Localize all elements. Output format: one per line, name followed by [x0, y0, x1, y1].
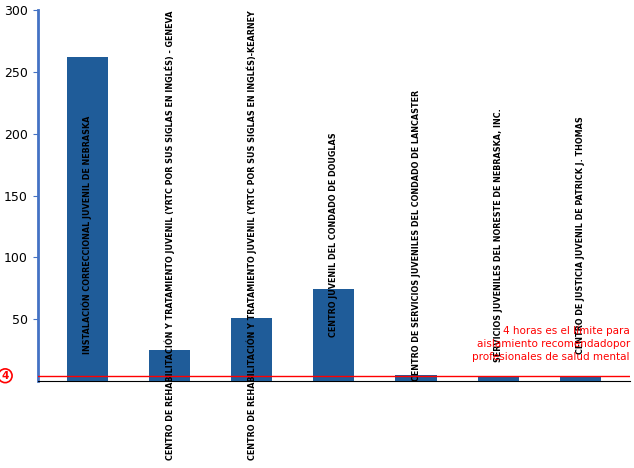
Text: SERVICIOS JUVENILES DEL NORESTE DE NEBRASKA, INC.: SERVICIOS JUVENILES DEL NORESTE DE NEBRA…: [494, 108, 503, 362]
Bar: [149, 350, 190, 380]
Text: CENTRO DE JUSTICIA JUVENIL DE PATRICK J. THOMAS: CENTRO DE JUSTICIA JUVENIL DE PATRICK J.…: [576, 116, 585, 354]
Text: INSTALACIÓN CORRECCIONAL JUVENIL DE NEBRASKA: INSTALACIÓN CORRECCIONAL JUVENIL DE NEBR…: [82, 116, 93, 354]
Text: 4: 4: [1, 371, 9, 381]
Text: CENTRO JUVENIL DEL CONDADO DE DOUGLAS: CENTRO JUVENIL DEL CONDADO DE DOUGLAS: [329, 133, 339, 337]
Bar: [396, 374, 437, 380]
Bar: [313, 289, 354, 380]
Bar: [477, 377, 519, 380]
Text: CENTRO DE SERVICIOS JUVENILES DEL CONDADO DE LANCASTER: CENTRO DE SERVICIOS JUVENILES DEL CONDAD…: [411, 89, 420, 380]
Text: 4 horas es el límite para
aislamiento recomendadopor
profesionales de salud ment: 4 horas es el límite para aislamiento re…: [472, 325, 630, 362]
Bar: [560, 377, 601, 380]
Text: CENTRO DE REHABILITACIÓN Y TRATAMIENTO JUVENIL (YRTC POR SUS SIGLAS EN INGLÉS) -: CENTRO DE REHABILITACIÓN Y TRATAMIENTO J…: [164, 10, 174, 460]
Text: CENTRO DE REHABILITACIÓN Y TRATAMIENTO JUVENIL (YRTC POR SUS SIGLAS EN INGLÉS)-K: CENTRO DE REHABILITACIÓN Y TRATAMIENTO J…: [247, 10, 257, 460]
Bar: [67, 57, 108, 380]
Bar: [231, 318, 272, 380]
